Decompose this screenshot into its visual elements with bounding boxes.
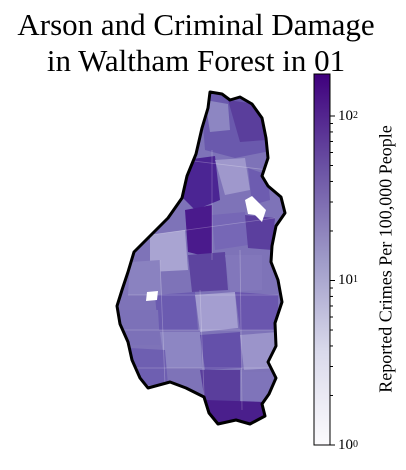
- colorbar-tick-exponent: 2: [353, 109, 358, 121]
- ward-borders: [120, 150, 278, 421]
- colorbar-tick-exponent: 1: [353, 274, 358, 286]
- region-leytonstone: [200, 370, 240, 405]
- region-no-data-west: [146, 291, 158, 301]
- region-markhouse: [195, 292, 238, 332]
- ward-border: [184, 159, 269, 171]
- colorbar-tick-base: 10: [338, 107, 353, 124]
- region-forest: [235, 292, 278, 330]
- region-high-street: [155, 292, 198, 330]
- region-larkswood: [212, 212, 248, 250]
- colorbar-tick-exponent: 0: [353, 439, 358, 450]
- colorbar-ticks: [330, 115, 335, 446]
- colorbar-tick-base: 10: [338, 272, 353, 289]
- region-hatch-lane: [245, 215, 275, 250]
- colorbar-tick-label: 102: [338, 108, 358, 126]
- region-highams-park: [185, 205, 212, 258]
- ward-border: [239, 249, 243, 411]
- ward-border: [159, 259, 166, 386]
- region-leyton: [160, 332, 202, 368]
- region-southernmost: [205, 400, 265, 424]
- colorbar: [313, 73, 331, 446]
- colorbar-tick-base: 10: [338, 437, 353, 453]
- colorbar-label: Reported Crimes Per 100,000 People: [375, 125, 396, 393]
- region-north-west: [205, 100, 230, 132]
- map-title-line-2: in Waltham Forest in 01: [46, 43, 346, 78]
- region-wood-street: [225, 255, 262, 292]
- region-no-data-east: [245, 196, 266, 222]
- ward-border: [149, 217, 276, 236]
- region-walthamstow-central: [188, 252, 228, 292]
- region-lea-bridge-north: [128, 260, 162, 295]
- colorbar-tick-label: 100: [338, 437, 358, 455]
- region-chingford-mid: [215, 158, 250, 195]
- region-cann-hall: [200, 332, 242, 370]
- colorbar-tick-label: 101: [338, 272, 358, 290]
- region-grove-green: [120, 310, 160, 345]
- map-title-line-1: Arson and Criminal Damage: [17, 7, 375, 42]
